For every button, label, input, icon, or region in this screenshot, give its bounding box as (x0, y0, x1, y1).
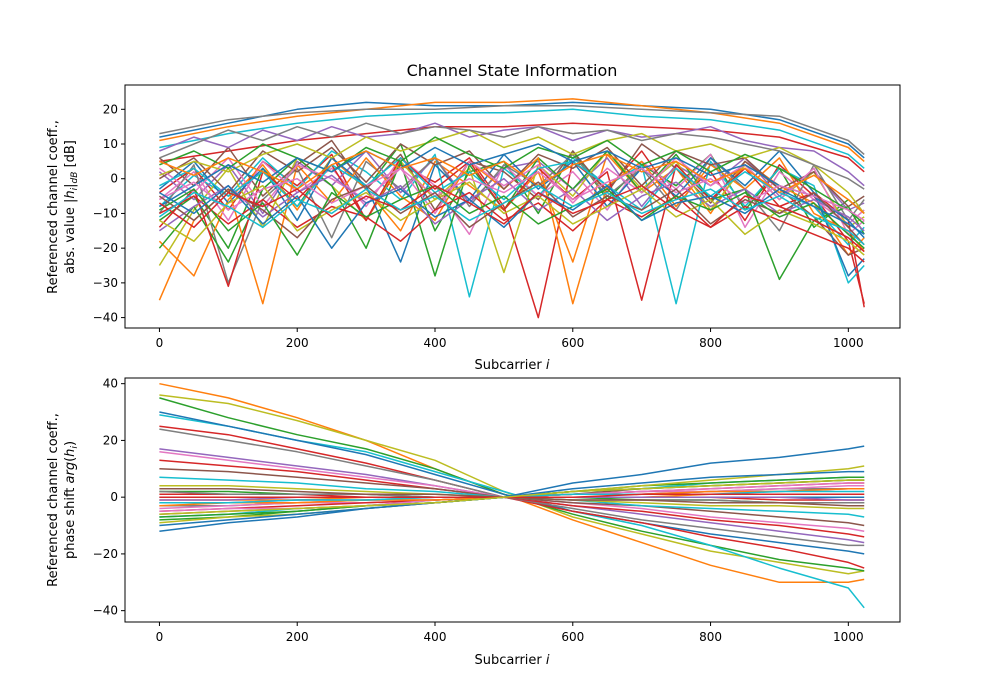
top-y-ticks: −40 −30 −20 −10 0 10 20 (93, 102, 125, 325)
bottom-x-tick-label: 600 (561, 630, 584, 644)
top-series-line-22 (159, 157, 865, 246)
bottom-subplot: 0 200 400 600 800 1000 −40 −20 0 20 40 Subcarrier… (46, 377, 901, 668)
top-series-line-35 (158, 184, 865, 246)
top-series-line-24 (159, 122, 865, 190)
bottom-x-tick-label: 0 (156, 630, 164, 644)
top-series-line-11 (158, 153, 865, 236)
bottom-series-group (159, 382, 865, 609)
top-series-line-2 (159, 105, 865, 155)
top-series-line-0 (159, 101, 865, 159)
bottom-x-tick-label: 200 (286, 630, 309, 644)
bottom-series-line-32 (159, 490, 865, 504)
top-y-tick-label: −30 (93, 276, 118, 290)
bottom-x-tick-label: 800 (699, 630, 722, 644)
top-y-tick-label: −10 (93, 206, 118, 220)
bottom-series-line-5 (159, 425, 865, 569)
top-subplot: Channel State Information 0 200 400 600 800 1… (46, 61, 901, 373)
top-series-line-20 (159, 122, 865, 187)
bottom-x-tick-label: 1000 (833, 630, 864, 644)
top-x-tick-label: 200 (286, 336, 309, 350)
top-y-tick-label: −40 (93, 311, 118, 325)
top-title: Channel State Information (407, 61, 618, 80)
bottom-y-tick-label: 40 (103, 377, 118, 391)
bottom-series-line-34 (159, 493, 865, 498)
bottom-axes-frame (124, 377, 901, 623)
bottom-series-line-10 (159, 468, 865, 527)
top-ylabel-line1: Referenced channel coeff., (46, 120, 61, 294)
top-series-line-4 (159, 122, 865, 173)
top-x-tick-label: 0 (156, 336, 164, 350)
bottom-y-tick-label: 20 (103, 433, 118, 447)
top-series-group (158, 98, 865, 319)
top-series-line-31 (158, 181, 865, 246)
top-axes-frame (124, 84, 901, 329)
top-series-line-18 (159, 143, 865, 208)
top-y-tick-label: 20 (103, 102, 118, 116)
bottom-y-tick-label: −20 (93, 547, 118, 561)
top-x-tick-label: 400 (424, 336, 447, 350)
top-x-tick-label: 800 (699, 336, 722, 350)
top-series-line-34 (158, 184, 865, 253)
bottom-x-ticks: 0 200 400 600 800 1000 (156, 622, 864, 644)
bottom-y-ticks: −40 −20 0 20 40 (93, 377, 125, 618)
top-y-tick-label: −20 (93, 241, 118, 255)
top-series-line-29 (159, 167, 865, 222)
top-x-ticks: 0 200 400 600 800 1000 (156, 328, 864, 350)
bottom-y-tick-label: 0 (110, 490, 118, 504)
bottom-series-line-31 (159, 487, 865, 507)
bottom-series-line-33 (159, 470, 865, 527)
bottom-y-tick-label: −40 (93, 604, 118, 618)
bottom-series-line-35 (159, 479, 865, 515)
top-ylabel-line2: abs. value |hi|dB [dB] (63, 140, 80, 274)
top-y-tick-label: 10 (103, 137, 118, 151)
bottom-series-line-24 (159, 445, 865, 532)
bottom-xlabel: Subcarrier i (474, 653, 549, 668)
top-series-line-9 (158, 150, 865, 215)
top-series-line-1 (159, 98, 865, 162)
bottom-series-line-6 (159, 428, 865, 547)
top-series-line-25 (159, 143, 865, 239)
top-x-tick-label: 1000 (833, 336, 864, 350)
top-y-tick-label: 0 (110, 172, 118, 186)
bottom-ylabel-line2: phase shift arg(hi) (63, 441, 80, 559)
bottom-x-tick-label: 400 (424, 630, 447, 644)
top-series-line-23 (159, 136, 865, 225)
top-series-line-30 (159, 181, 865, 256)
top-x-tick-label: 600 (561, 336, 584, 350)
top-series-line-3 (159, 108, 865, 169)
top-series-line-21 (159, 129, 865, 214)
top-series-line-27 (159, 150, 865, 214)
bottom-ylabel-line1: Referenced channel coeff., (46, 413, 61, 587)
top-xlabel: Subcarrier i (474, 358, 549, 373)
bottom-series-line-8 (159, 459, 865, 538)
bottom-series-line-0 (159, 382, 865, 584)
